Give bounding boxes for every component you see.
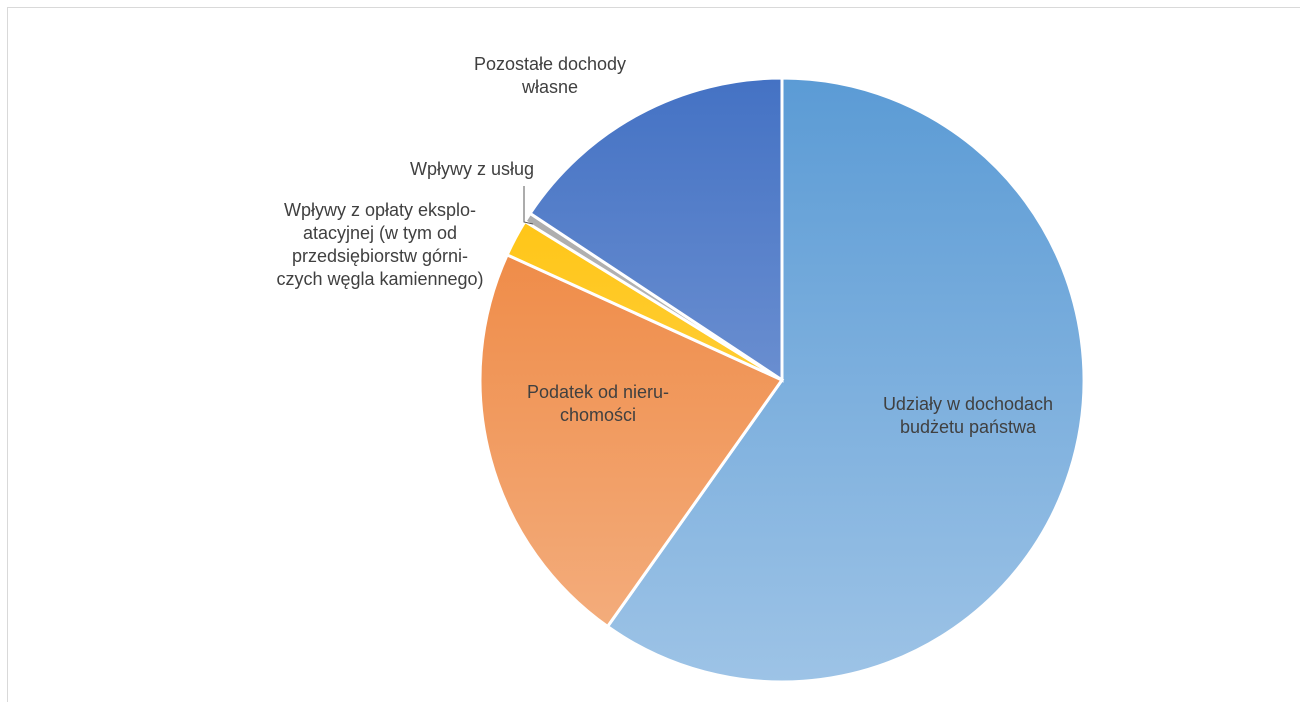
slice-label: Pozostałe dochody własne: [474, 54, 626, 97]
leader-line: [523, 186, 534, 225]
pie-slice: [528, 76, 784, 383]
pie-slice: [478, 252, 785, 629]
slice-labels: Udziały w dochodach budżetu państwa Podate…: [276, 54, 1053, 437]
slice-label: Wpływy z opłaty eksplo-atacyjnej (w tym …: [276, 200, 483, 289]
pie-slices: [478, 76, 1086, 684]
slice-label: Wpływy z usług: [410, 159, 534, 179]
slice-label: Podatek od nieru-chomości: [527, 382, 669, 425]
leader-lines: [523, 186, 534, 225]
slice-label: Udziały w dochodach budżetu państwa: [883, 394, 1053, 437]
pie-slice: [605, 76, 1086, 684]
chart-frame: [7, 7, 1300, 702]
